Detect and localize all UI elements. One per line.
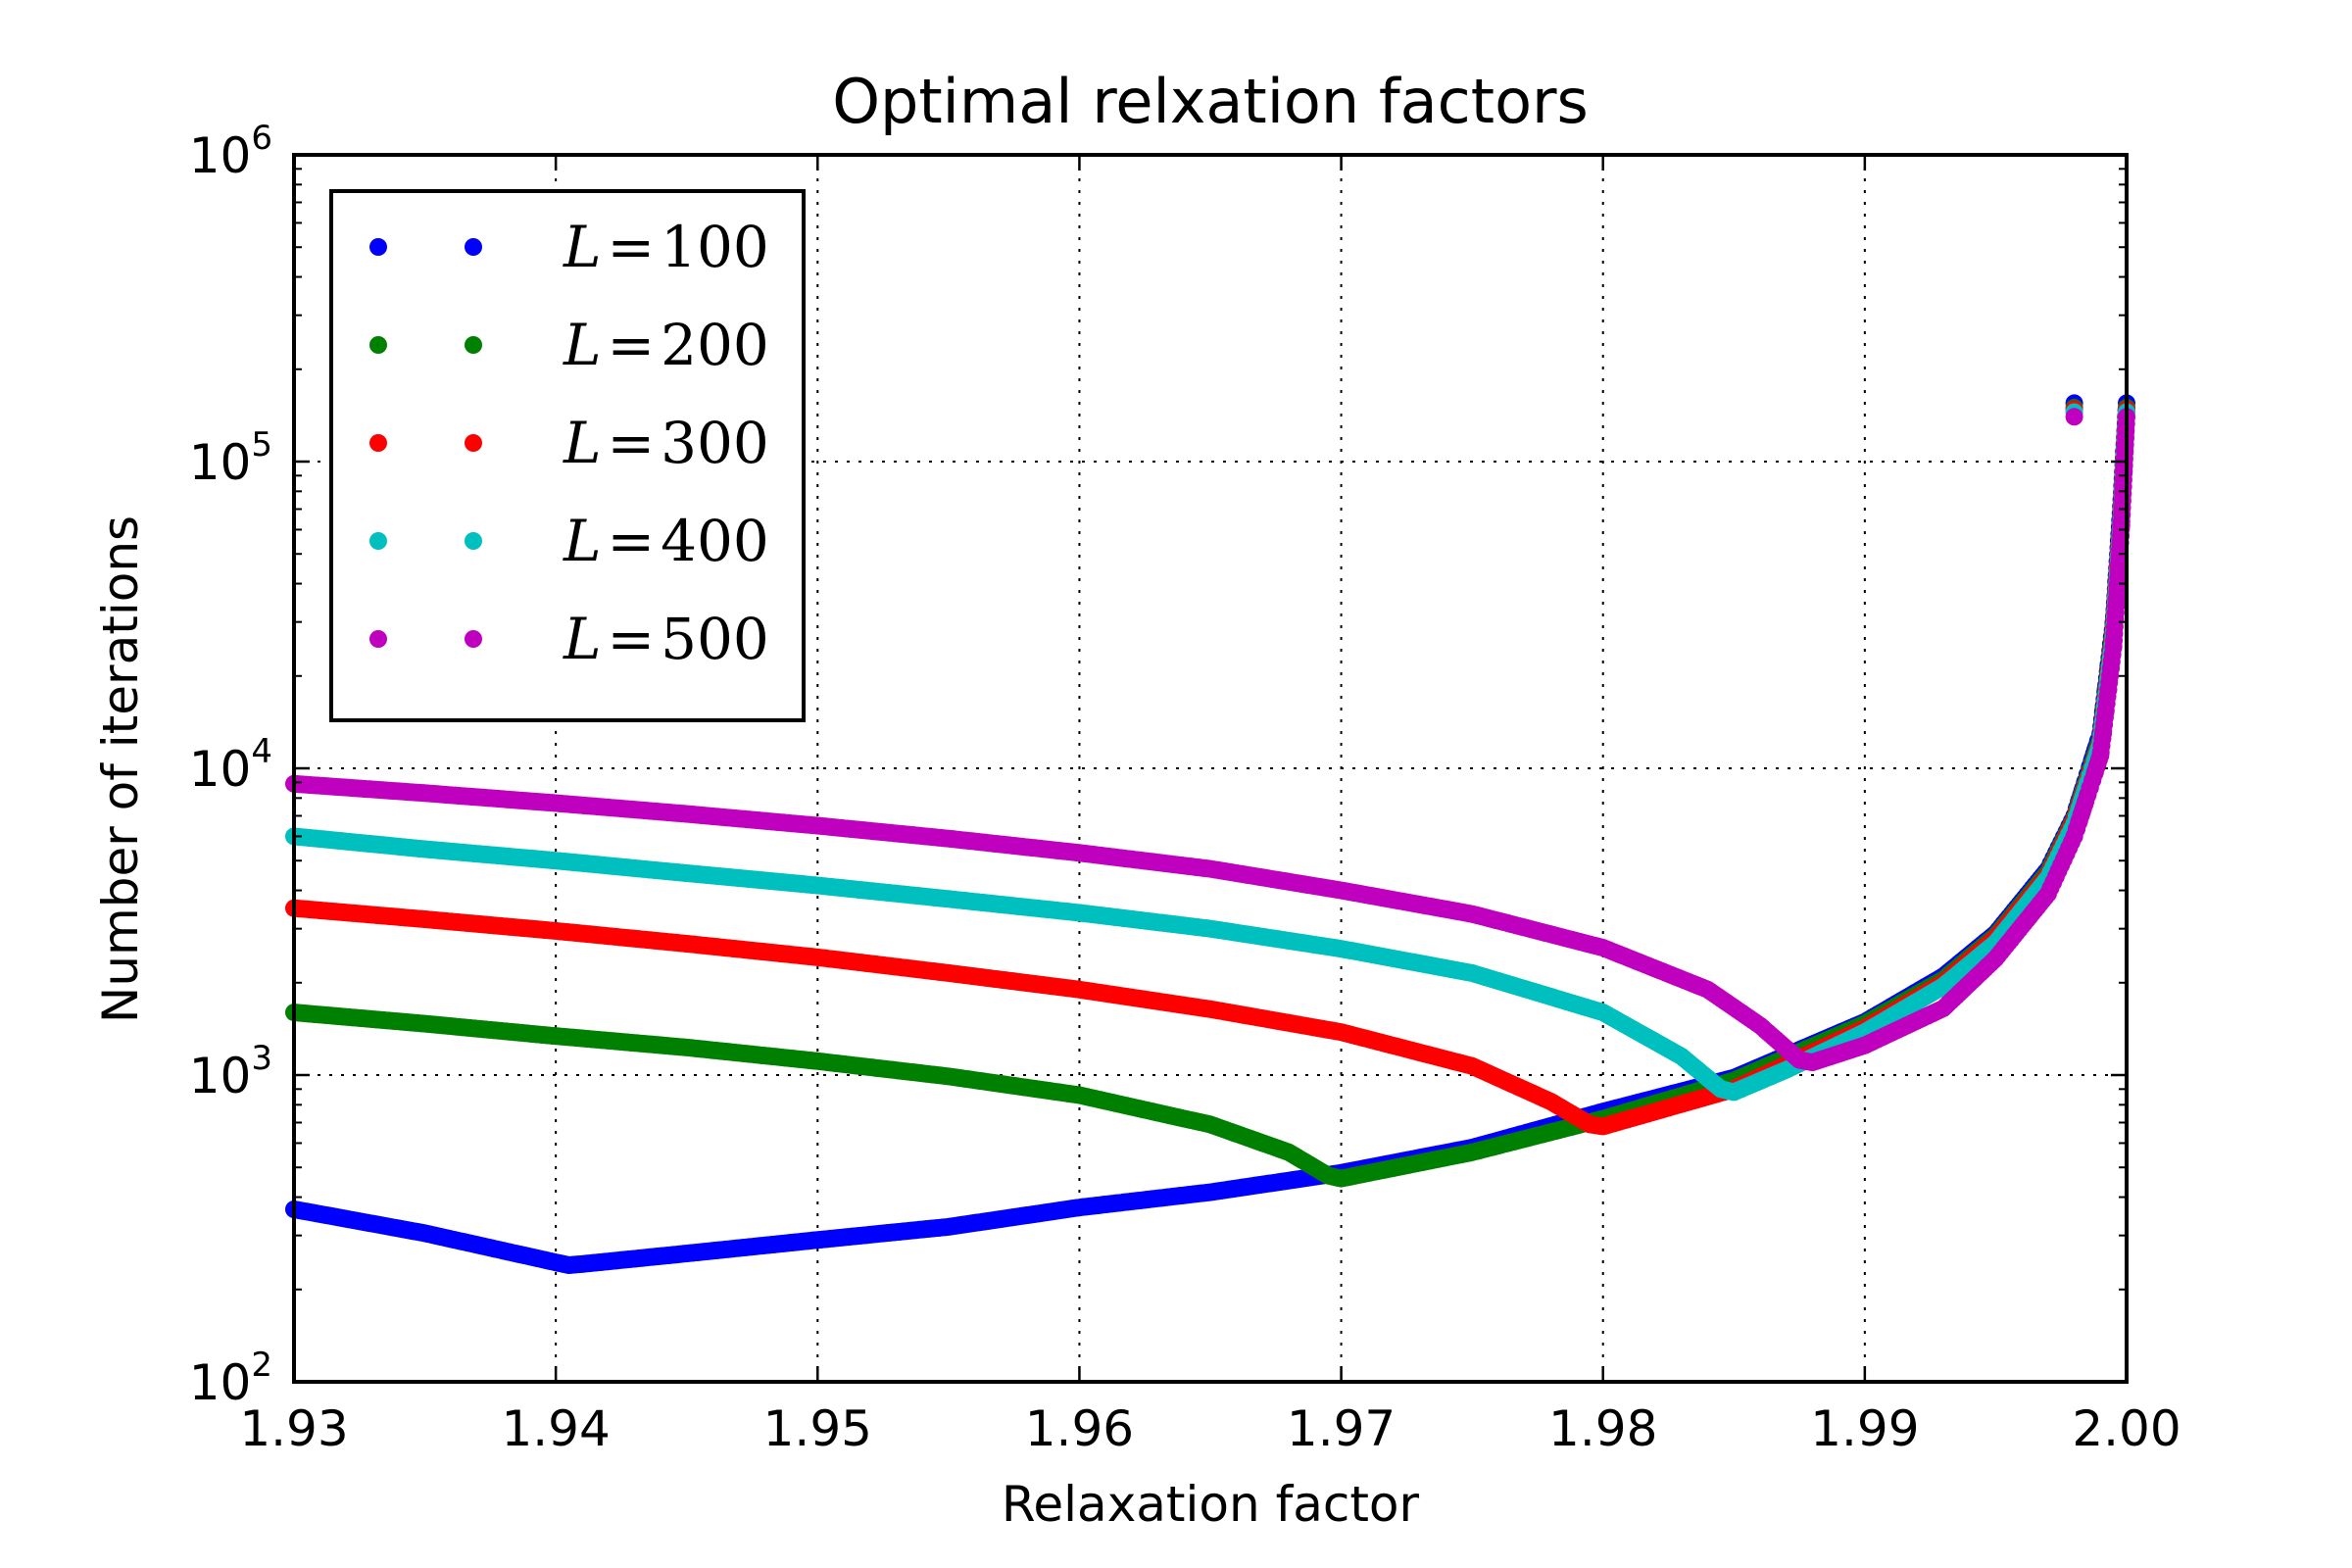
axis-ticks: 1.93 1.94 1.95 1.96 1.97 1.98 1.99 2.00 102 103 10…	[189, 119, 2181, 1457]
y-tick-label: 104	[189, 732, 272, 798]
x-tick-label: 1.98	[1548, 1400, 1657, 1457]
legend-marker	[465, 434, 482, 452]
legend-marker	[465, 336, 482, 354]
x-tick-label: 1.95	[763, 1400, 872, 1457]
chart-title: Optimal relxation factors	[832, 66, 1589, 137]
x-tick-label: 1.96	[1025, 1400, 1134, 1457]
legend-marker	[369, 532, 387, 550]
x-tick-label: 1.93	[239, 1400, 348, 1457]
legend-entry: L = 400	[369, 508, 769, 574]
data-point	[2065, 408, 2083, 426]
legend-label: L = 500	[563, 606, 769, 672]
legend-label: L = 100	[563, 214, 769, 280]
legend-marker	[465, 238, 482, 256]
x-tick-label: 1.97	[1287, 1400, 1396, 1457]
legend-box	[329, 189, 806, 722]
y-tick-label: 105	[189, 425, 272, 491]
x-axis-label: Relaxation factor	[1002, 1476, 1420, 1533]
x-tick-label: 2.00	[2072, 1400, 2180, 1457]
legend-marker	[465, 532, 482, 550]
legend-entry: L = 200	[369, 312, 769, 378]
legend: L = 100 L = 200 L = 300 L = 400 L = 500	[329, 189, 806, 722]
legend-label: L = 200	[563, 312, 769, 378]
x-tick-label: 1.94	[501, 1400, 610, 1457]
y-tick-label: 102	[189, 1346, 272, 1411]
y-tick-label: 103	[189, 1039, 272, 1104]
legend-marker	[465, 630, 482, 648]
legend-entry: L = 100	[369, 214, 769, 280]
series-400	[285, 403, 2135, 1102]
legend-label: L = 400	[563, 508, 769, 574]
legend-marker	[369, 434, 387, 452]
y-axis-label: Number of iterations	[92, 515, 149, 1023]
legend-entry: L = 300	[369, 410, 769, 476]
y-tick-label: 106	[189, 119, 272, 184]
legend-entry: L = 500	[369, 606, 769, 672]
legend-marker	[369, 630, 387, 648]
x-tick-label: 1.99	[1810, 1400, 1919, 1457]
legend-marker	[369, 336, 387, 354]
legend-marker	[369, 238, 387, 256]
legend-label: L = 300	[563, 410, 769, 476]
grid	[294, 155, 2127, 1382]
